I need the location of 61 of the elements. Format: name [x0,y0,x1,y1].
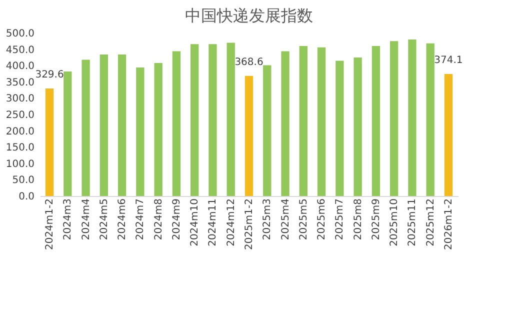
x-tick-label: 2025m10 [389,198,400,246]
bar [172,51,181,196]
x-tick-label: 2025m11 [407,198,418,246]
x-tick-label: 2025m8 [352,198,364,240]
y-tick-label: 300.0 [6,94,34,105]
bar [281,51,290,196]
x-tick-label: 2024m1-2 [44,198,56,250]
bar [263,65,272,196]
x-tick-label: 2024m5 [98,198,110,240]
bar [82,60,90,196]
x-tick-label: 2024m6 [117,198,128,240]
bar [208,44,217,196]
bar [390,41,398,196]
y-tick-label: 450.0 [6,44,34,56]
bar [317,47,326,196]
bar [100,54,108,196]
bar [336,60,344,196]
bar [154,62,162,196]
x-tick-label: 2025m5 [298,198,310,240]
bar [444,74,453,196]
x-tick-label: 2025m7 [334,198,346,240]
x-tick-label: 2024m11 [208,198,219,246]
x-tick-label: 2025m12 [425,198,436,246]
y-tick-label: 400.0 [6,61,34,72]
x-tick-label: 2024m8 [153,198,164,240]
data-label: 329.6 [35,70,64,81]
x-tick-label: 2024m4 [80,198,92,240]
y-tick-label: 500.0 [6,28,34,40]
x-tick-label: 2024m12 [226,198,237,246]
bar [408,40,416,196]
bar [226,42,235,196]
bar [299,46,308,196]
bar [64,71,72,196]
bar [136,68,144,196]
x-tick-label: 2024m3 [62,198,74,240]
x-tick-label: 2024m10 [190,198,201,246]
y-tick-label: 50.0 [12,175,34,186]
x-tick-label: 2026m1-2 [443,198,454,250]
bar [426,43,434,196]
y-tick-label: 150.0 [6,142,34,154]
x-tick-label: 2024m9 [171,198,182,240]
bar [244,76,254,196]
bar [354,57,362,196]
y-tick-label: 0.0 [18,192,34,202]
bar [372,46,380,196]
x-tick-label: 2025m1-2 [244,198,255,250]
x-tick-label: 2025m6 [316,198,328,240]
chart-title: 中国快递发展指数 [185,6,313,25]
y-tick-label: 350.0 [6,77,34,88]
bar [118,54,126,196]
y-tick-label: 100.0 [6,158,34,170]
x-tick-label: 2025m4 [280,198,292,240]
x-tick-label: 2025m3 [262,198,274,240]
x-tick-label: 2024m7 [135,198,146,240]
y-tick-label: 250.0 [6,110,34,121]
bar [45,88,54,196]
data-label: 374.1 [434,55,463,66]
y-tick-label: 200.0 [6,126,34,138]
data-label: 368.6 [234,56,264,68]
bar [190,44,199,196]
x-tick-label: 2025m9 [370,198,382,240]
